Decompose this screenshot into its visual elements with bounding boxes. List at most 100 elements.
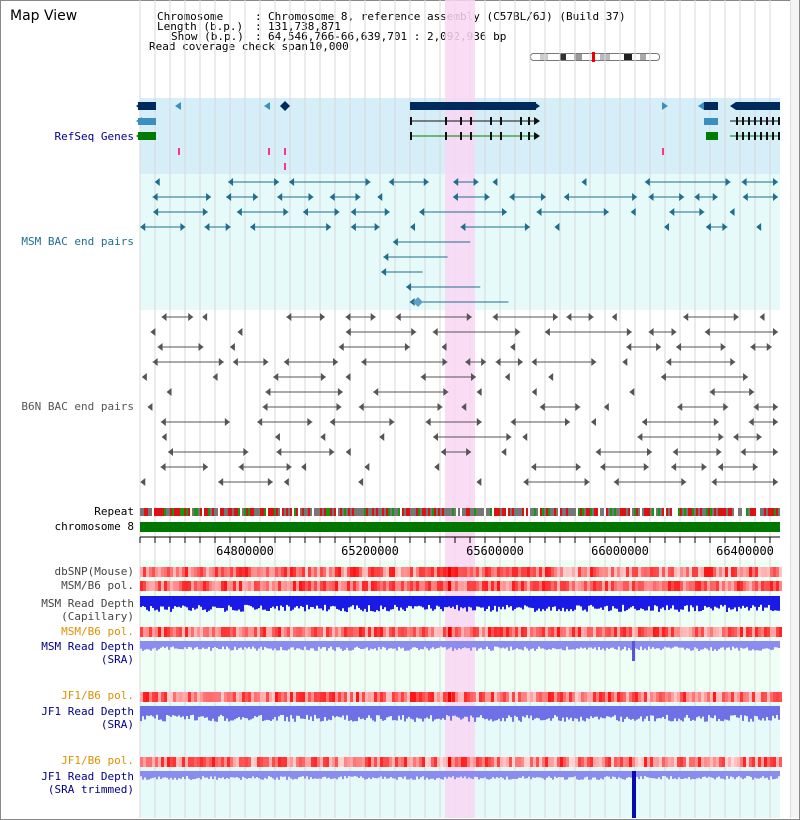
track-label-b6n-bac[interactable]: B6N BAC end pairs xyxy=(21,400,134,413)
repeat-segment xyxy=(476,508,478,516)
jf1-pol2-cell xyxy=(689,757,692,767)
dbsnp-cell xyxy=(425,567,428,577)
jf1-depth-sra-bar xyxy=(746,706,748,717)
jf1-depth-trim-bar xyxy=(642,771,644,779)
jf1-pol-cell xyxy=(626,692,629,702)
jf1-depth-sra-bar xyxy=(708,706,710,716)
jf1-pol-cell xyxy=(368,692,371,702)
msm-depth-cap-bar xyxy=(416,596,418,607)
track-label-jf1-read-depth-sra[interactable]: JF1 Read Depth xyxy=(41,705,134,718)
track-label-msm-read-depth-capillary[interactable]: MSM Read Depth xyxy=(41,597,134,610)
track-label-msm-read-depth-sra[interactable]: MSM Read Depth xyxy=(41,640,134,653)
jf1-pol-cell-peak xyxy=(448,692,451,702)
jf1-depth-trim-bar xyxy=(756,771,758,779)
msm-pol-cell xyxy=(470,581,473,591)
msm-depth-sra-bar xyxy=(224,641,226,650)
repeat-segment xyxy=(140,508,142,516)
msm-depth-cap-bar xyxy=(764,596,766,608)
track-label-jf1-b6-pol-1[interactable]: JF1/B6 pol. xyxy=(61,689,134,702)
msm-depth-cap-bar xyxy=(728,596,730,608)
msm-depth-sra-bar xyxy=(700,641,702,650)
track-label-jf1-b6-pol-2[interactable]: JF1/B6 pol. xyxy=(61,754,134,767)
right-scrollbar[interactable] xyxy=(790,0,799,818)
msm-bac-pair-end xyxy=(773,193,778,201)
jf1-depth-trim-bar xyxy=(294,771,296,779)
track-label-jf1-sra-sub: (SRA) xyxy=(100,718,134,731)
repeat-segment xyxy=(200,508,202,516)
msm-depth-cap-bar xyxy=(612,596,614,607)
msm-depth-sra-bar xyxy=(226,641,228,647)
b6n-bac-pair-end xyxy=(243,448,249,456)
jf1-pol-cell xyxy=(566,692,569,702)
jf1-depth-trim-bar xyxy=(584,771,586,778)
dbsnp-cell xyxy=(593,567,596,577)
msm-depth-sra-bar xyxy=(422,641,424,650)
gene-exon xyxy=(410,132,412,140)
repeat-segment xyxy=(360,508,362,516)
jf1-depth-sra-bar xyxy=(496,706,498,721)
jf1-depth-trim-bar xyxy=(660,771,662,780)
msm-pol2-cell xyxy=(521,627,524,637)
track-label-msm-b6-pol-2[interactable]: MSM/B6 pol. xyxy=(61,625,134,638)
msm-pol2-cell xyxy=(290,627,293,637)
b6n-bac-pair-end xyxy=(666,358,672,366)
msm-depth-sra-bar xyxy=(586,641,588,650)
msm-bac-pair-end xyxy=(140,223,146,231)
b6n-bac-pair-end xyxy=(495,358,501,366)
msm-pol2-cell xyxy=(647,627,650,637)
jf1-pol-cell xyxy=(530,692,533,702)
jf1-depth-trim-bar xyxy=(364,771,366,780)
repeat-segment xyxy=(768,508,770,516)
dbsnp-cell xyxy=(629,567,632,577)
msm-depth-sra-bar xyxy=(496,641,498,647)
track-label-msm-bac[interactable]: MSM BAC end pairs xyxy=(21,235,134,248)
track-label-jf1-read-depth-trimmed[interactable]: JF1 Read Depth xyxy=(41,770,134,783)
b6n-bac-pair-end xyxy=(140,478,146,486)
msm-bac-pair-end xyxy=(563,193,569,201)
dbsnp-cell xyxy=(392,567,395,577)
msm-pol2-cell xyxy=(575,627,578,637)
b6n-bac-pair-end xyxy=(637,433,643,441)
dbsnp-cell xyxy=(440,567,443,577)
repeat-segment xyxy=(294,508,296,516)
msm-pol2-cell xyxy=(173,627,176,637)
jf1-pol2-cell xyxy=(488,757,491,767)
jf1-depth-trim-bar xyxy=(156,771,158,780)
jf1-depth-sra-bar xyxy=(380,706,382,720)
msm-depth-sra-bar xyxy=(552,641,554,649)
b6n-bac-pair-end xyxy=(646,448,652,456)
jf1-depth-trim-bar xyxy=(236,771,238,778)
repeat-segment xyxy=(488,508,490,516)
msm-pol2-cell xyxy=(470,627,473,637)
repeat-segment xyxy=(170,508,172,516)
track-label-repeat[interactable]: Repeat xyxy=(94,505,134,518)
b6n-bac-pair-end xyxy=(548,373,554,381)
msm-depth-cap-bar xyxy=(254,596,256,610)
jf1-pol-cell xyxy=(539,692,542,702)
jf1-depth-sra-bar xyxy=(450,706,452,721)
msm-pol2-cell xyxy=(188,627,191,637)
jf1-depth-trim-bar xyxy=(636,771,638,777)
track-label-dbsnp[interactable]: dbSNP(Mouse) xyxy=(54,565,134,578)
msm-depth-sra-bar xyxy=(582,641,584,649)
jf1-pol-cell xyxy=(248,692,251,702)
msm-bac-pair-end xyxy=(492,178,498,186)
b6n-bac-pair-end xyxy=(773,448,778,456)
track-label-refseq[interactable]: RefSeq Genes xyxy=(54,130,134,143)
track-label-msm-b6-pol-1[interactable]: MSM/B6 pol. xyxy=(61,579,134,592)
jf1-depth-sra-bar xyxy=(154,706,156,719)
jf1-pol-cell xyxy=(518,692,521,702)
msm-pol2-cell xyxy=(191,627,194,637)
b6n-bac-pair-end xyxy=(773,328,778,336)
jf1-depth-trim-bar xyxy=(738,771,740,777)
dbsnp-cell xyxy=(437,567,440,577)
jf1-depth-trim-bar xyxy=(648,771,650,778)
jf1-pol-cell xyxy=(686,692,689,702)
msm-depth-sra-bar xyxy=(346,641,348,648)
repeat-segment xyxy=(696,508,698,516)
repeat-segment xyxy=(646,508,648,516)
jf1-depth-trim-bar xyxy=(412,771,414,780)
jf1-pol2-cell xyxy=(446,757,449,767)
dbsnp-cell xyxy=(554,567,557,577)
